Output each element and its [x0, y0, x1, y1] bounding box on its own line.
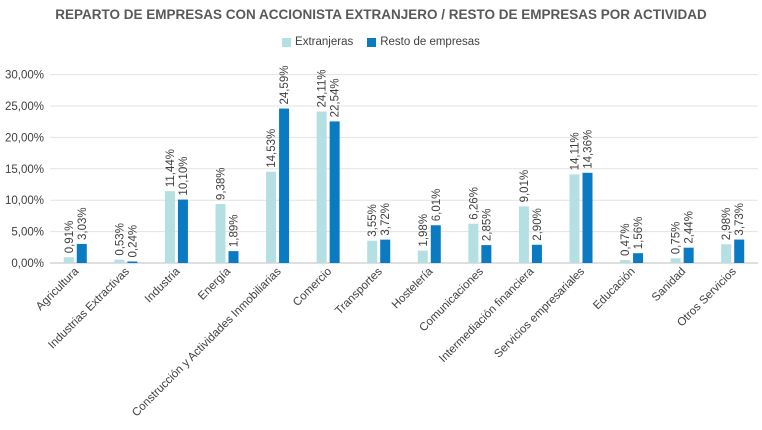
x-tick-label: Comercio — [291, 266, 334, 309]
data-label: 9,01% — [519, 170, 531, 203]
bar — [380, 239, 391, 263]
data-label: 0,75% — [671, 222, 683, 255]
bar — [670, 258, 681, 263]
data-label: 0,91% — [64, 221, 76, 254]
data-label: 11,44% — [165, 149, 177, 187]
chart-title: REPARTO DE EMPRESAS CON ACCIONISTA EXTRA… — [55, 7, 707, 22]
bar — [114, 259, 125, 263]
bar — [417, 250, 428, 263]
bar — [620, 260, 631, 263]
data-label: 3,73% — [734, 203, 746, 236]
data-label: 24,11% — [317, 69, 329, 107]
data-label: 3,55% — [367, 204, 379, 237]
bar — [329, 121, 340, 263]
bar — [518, 206, 529, 263]
data-label: 0,53% — [114, 223, 126, 256]
x-tick-label: Intermediación financiera — [437, 265, 537, 365]
data-label: 14,36% — [583, 130, 595, 169]
y-tick-label: 5,00% — [11, 227, 44, 239]
data-label: 0,24% — [127, 225, 139, 258]
y-tick-label: 0,00% — [11, 258, 44, 270]
data-label: 0,47% — [620, 223, 632, 256]
bar — [430, 225, 441, 263]
bar — [531, 244, 542, 263]
bar — [468, 223, 479, 263]
x-tick-label: Educación — [591, 266, 637, 312]
y-tick-label: 25,00% — [5, 101, 44, 113]
bar — [683, 247, 694, 263]
data-label: 10,10% — [178, 157, 190, 196]
bar — [481, 245, 492, 263]
bar — [266, 171, 277, 263]
bar — [215, 204, 226, 263]
data-label: 2,98% — [721, 208, 733, 241]
bar — [63, 257, 74, 263]
legend-label-resto: Resto de empresas — [380, 36, 480, 48]
bar — [279, 108, 290, 263]
x-tick-label: Sanidad — [650, 266, 688, 304]
data-label: 1,89% — [229, 215, 241, 248]
data-label: 3,72% — [380, 203, 392, 236]
x-tick-label: Hostelería — [390, 265, 436, 311]
x-tick-label: Industria — [143, 265, 183, 305]
bar — [164, 191, 175, 263]
bar — [734, 239, 745, 263]
x-tick-label: Energía — [196, 265, 233, 302]
x-tick-label: Transportes — [333, 265, 385, 317]
bar — [633, 253, 644, 263]
data-label: 22,54% — [330, 78, 342, 117]
data-label: 6,01% — [431, 189, 443, 222]
legend-swatch-extranjeras — [282, 37, 292, 47]
legend: Extranjeras Resto de empresas — [0, 36, 762, 48]
bar — [228, 251, 239, 263]
data-label: 14,11% — [570, 132, 582, 170]
bar — [582, 172, 593, 263]
bar — [177, 199, 188, 263]
x-tick-label: Agricultura — [34, 265, 82, 313]
bar — [721, 244, 732, 263]
legend-item-extranjeras: Extranjeras — [282, 36, 353, 48]
data-label: 2,44% — [684, 211, 696, 244]
legend-swatch-resto — [367, 37, 377, 47]
data-label: 3,03% — [77, 207, 89, 240]
y-tick-label: 30,00% — [5, 70, 44, 82]
data-label: 9,38% — [216, 167, 228, 200]
data-label: 14,53% — [266, 129, 278, 168]
y-tick-label: 15,00% — [5, 164, 44, 176]
bar — [569, 174, 580, 263]
legend-label-extranjeras: Extranjeras — [295, 36, 354, 48]
bar — [316, 111, 327, 264]
data-label: 24,59% — [279, 66, 291, 105]
data-label: 1,98% — [418, 214, 430, 247]
y-tick-label: 20,00% — [5, 132, 44, 144]
data-label: 2,85% — [481, 208, 493, 241]
data-label: 6,26% — [468, 187, 480, 220]
x-tick-label: Servicios empresariales — [492, 265, 587, 360]
data-label: 1,56% — [633, 217, 645, 250]
data-label: 2,90% — [532, 208, 544, 241]
bar — [76, 243, 87, 263]
bar — [127, 261, 138, 263]
bar — [367, 240, 378, 263]
legend-item-resto: Resto de empresas — [367, 36, 480, 48]
y-tick-label: 10,00% — [5, 195, 44, 207]
